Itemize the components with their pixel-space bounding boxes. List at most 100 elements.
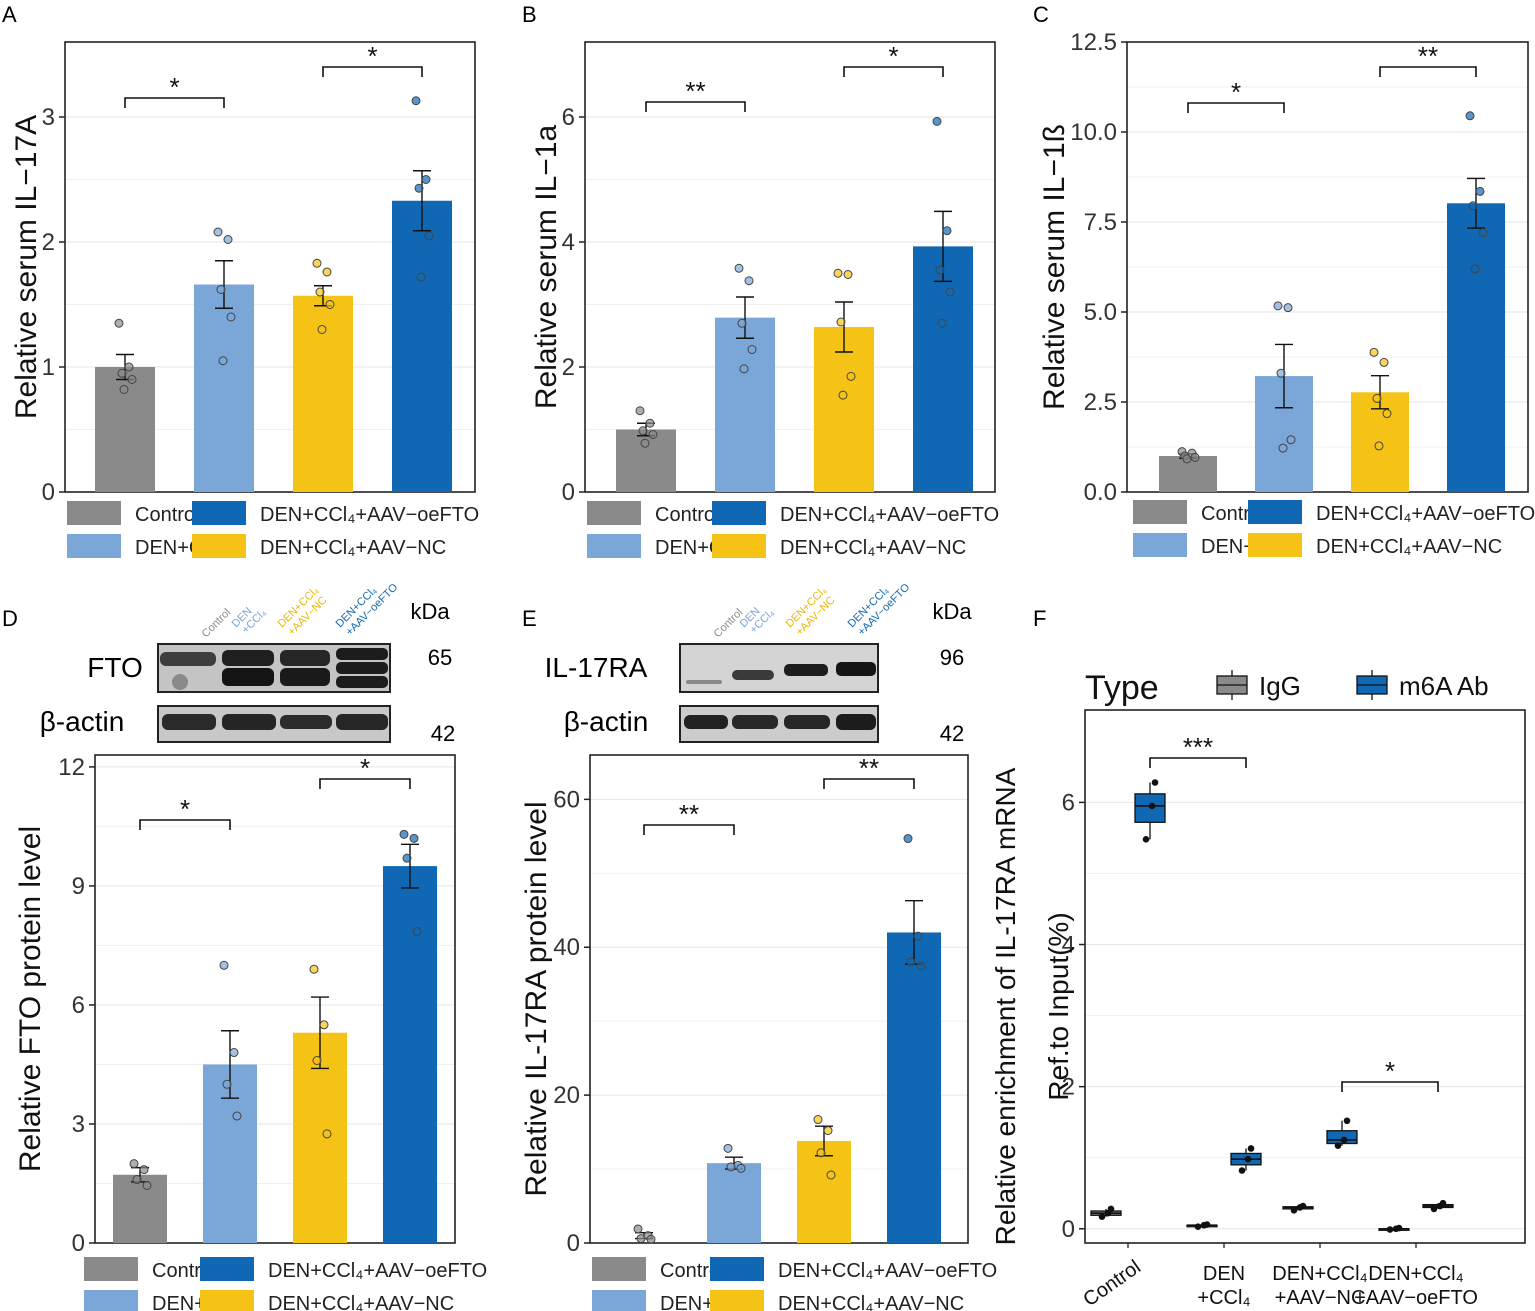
data-point-f	[1439, 1199, 1447, 1207]
data-point-f	[1244, 1155, 1252, 1163]
blot-band	[336, 714, 388, 730]
x-tick-label-f: +AAV−NC	[1275, 1287, 1366, 1309]
data-point-d	[142, 1180, 152, 1190]
data-point-b	[638, 426, 648, 436]
data-point-b	[838, 390, 848, 400]
data-point-a	[218, 356, 228, 366]
data-point-c	[1286, 435, 1296, 445]
legend-label-f: m6A Ab	[1399, 671, 1489, 701]
x-tick-label-f: DEN	[1203, 1263, 1245, 1285]
data-point-c	[1374, 441, 1384, 451]
data-point-b	[942, 226, 952, 236]
y-tick-label-e: 20	[553, 1082, 580, 1109]
significance-bracket-f	[1341, 1081, 1439, 1092]
legend-label-control-e: Control	[660, 1260, 724, 1282]
legend-title-f: Type	[1085, 669, 1159, 707]
legend-swatch-aav_oefto-a	[192, 501, 246, 525]
data-point-e	[813, 1115, 823, 1125]
significance-label-f: *	[1385, 1056, 1395, 1086]
x-tick-label-f: DEN+CCl₄	[1272, 1263, 1367, 1285]
y-tick-label-e: 0	[567, 1230, 580, 1257]
data-point-b	[648, 430, 658, 439]
blot-band	[684, 715, 728, 729]
blot-band	[732, 670, 774, 680]
legend-label-aav_oefto-b: DEN+CCl₄+AAV−oeFTO	[780, 504, 999, 526]
blot-loading-kda-e: 42	[940, 721, 964, 746]
data-point-c	[1276, 368, 1286, 378]
data-point-d	[409, 833, 419, 843]
data-point-b	[645, 418, 655, 428]
data-point-a	[114, 318, 124, 328]
data-point-f	[1386, 1226, 1394, 1233]
data-point-e	[646, 1234, 656, 1244]
legend-label-aav_nc-a: DEN+CCl₄+AAV−NC	[260, 537, 446, 559]
data-point-e	[633, 1224, 643, 1234]
data-point-b	[836, 317, 846, 327]
legend-swatch-den_ccl4-d	[84, 1290, 138, 1311]
y-tick-label-c: 7.5	[1084, 209, 1117, 236]
y-tick-label-e: 40	[553, 934, 580, 961]
y-tick-label-b: 2	[562, 354, 575, 381]
y-tick-label-c: 5.0	[1084, 299, 1117, 326]
data-point-d	[319, 1020, 329, 1030]
data-point-b	[937, 318, 947, 328]
data-point-b	[945, 287, 955, 297]
x-tick-label-f: +CCl₄	[1197, 1287, 1250, 1309]
data-point-a	[315, 287, 325, 297]
significance-bracket-c	[1379, 66, 1477, 77]
y-tick-label-f: 4	[1062, 932, 1075, 959]
legend-swatch-control-c	[1133, 500, 1187, 524]
western-blot-fto: kDa FTO 65 β-actin 42 Control DEN +CCl₄ …	[40, 581, 456, 746]
data-point-e	[913, 931, 923, 941]
significance-label-d: *	[360, 753, 370, 783]
legend-swatch-den_ccl4-c	[1133, 533, 1187, 557]
plot-frame-c	[1126, 41, 1529, 493]
y-tick-label-f: 2	[1062, 1074, 1075, 1101]
data-point-d	[232, 1111, 242, 1121]
bar-den_ccl4-b	[715, 317, 775, 492]
y-axis-label-f-line2: Ref.to Input(%)	[1043, 912, 1074, 1100]
legend-swatch-den_ccl4-a	[67, 534, 121, 558]
blot-band	[336, 662, 388, 674]
blot-loading-label-e: β-actin	[564, 706, 649, 737]
data-point-f	[1430, 1205, 1438, 1213]
data-point-d	[399, 829, 409, 839]
data-point-c	[1372, 393, 1382, 403]
panel-letter-a: A	[2, 2, 17, 27]
data-point-d	[219, 960, 229, 970]
data-point-a	[119, 385, 129, 394]
significance-bracket-d	[139, 819, 231, 830]
y-axis-label-e: Relative IL-17RA protein level	[520, 801, 553, 1196]
blot-smudge	[172, 674, 188, 690]
significance-bracket-d	[319, 778, 411, 789]
data-point-e	[723, 1143, 733, 1153]
y-tick-label-b: 0	[562, 479, 575, 506]
y-tick-label-d: 9	[72, 873, 85, 900]
data-point-d	[132, 1175, 142, 1185]
data-point-c	[1475, 186, 1485, 196]
legend-label-aav_nc-d: DEN+CCl₄+AAV−NC	[268, 1293, 454, 1311]
y-tick-label-d: 3	[72, 1111, 85, 1138]
bar-aav_oefto-b	[913, 246, 973, 492]
legend-swatch-control-b	[587, 501, 641, 525]
data-point-c	[1278, 443, 1288, 453]
data-point-c	[1190, 452, 1200, 462]
data-point-c	[1182, 454, 1192, 464]
y-axis-label-d: Relative FTO protein level	[14, 826, 47, 1172]
data-point-f	[1107, 1205, 1115, 1213]
y-tick-label-b: 6	[562, 104, 575, 131]
y-tick-label-d: 12	[58, 754, 85, 781]
y-axis-label-f: Relative enrichment of IL-17RA mRNA	[990, 767, 1021, 1245]
x-tick-label-f: +AAV−oeFTO	[1354, 1287, 1478, 1309]
data-point-c	[1470, 264, 1480, 274]
data-point-a	[416, 272, 426, 282]
blot-band	[836, 714, 876, 730]
data-point-d	[309, 964, 319, 974]
data-point-d	[322, 1129, 332, 1139]
panel-letter-c: C	[1033, 2, 1049, 27]
legend-swatch-aav_nc-e	[710, 1290, 764, 1311]
plot-frame-f	[1084, 709, 1526, 1244]
data-point-d	[402, 853, 412, 863]
legend-swatch-control-a	[67, 501, 121, 525]
